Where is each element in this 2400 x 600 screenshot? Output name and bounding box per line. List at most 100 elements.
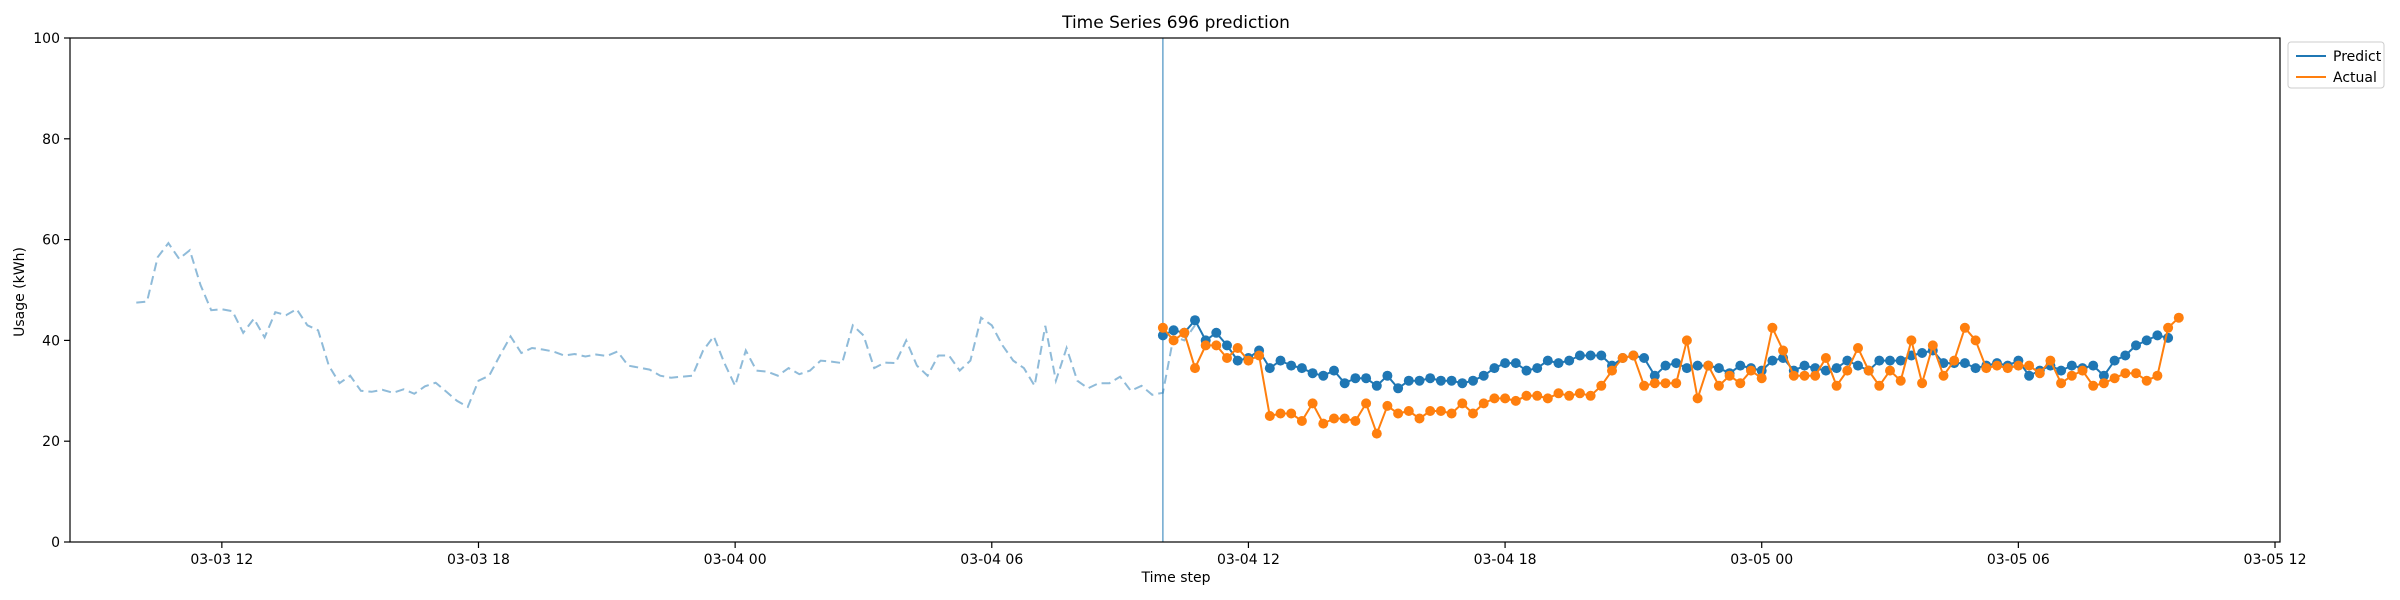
data-point-predict bbox=[1799, 360, 1810, 371]
data-point-predict bbox=[1831, 363, 1842, 374]
data-point-actual bbox=[1756, 373, 1767, 384]
data-point-actual bbox=[1692, 393, 1703, 404]
data-point-predict bbox=[1639, 353, 1650, 363]
data-point-actual bbox=[1446, 408, 1457, 419]
data-point-actual bbox=[1853, 343, 1863, 353]
data-point-actual bbox=[1168, 335, 1179, 346]
data-point-predict bbox=[1692, 360, 1703, 371]
data-point-actual bbox=[1425, 406, 1436, 416]
data-point-actual bbox=[1981, 363, 1992, 374]
data-point-actual bbox=[1222, 353, 1232, 363]
data-point-actual bbox=[1286, 408, 1297, 419]
data-point-actual bbox=[2098, 378, 2109, 389]
data-point-actual bbox=[1649, 378, 1660, 389]
data-point-predict bbox=[1393, 383, 1404, 394]
data-point-actual bbox=[1992, 360, 2002, 371]
data-point-predict bbox=[1414, 375, 1425, 386]
y-tick-label: 20 bbox=[42, 434, 60, 450]
data-point-predict bbox=[2066, 360, 2077, 371]
legend: Predict Actual bbox=[2287, 41, 2385, 89]
data-point-predict bbox=[1917, 348, 1928, 358]
y-tick-label: 40 bbox=[42, 333, 60, 349]
data-point-actual bbox=[1371, 428, 1382, 439]
data-point-predict bbox=[1671, 358, 1682, 369]
data-point-actual bbox=[1542, 393, 1553, 404]
data-point-actual bbox=[1778, 345, 1789, 356]
data-point-predict bbox=[2024, 370, 2035, 381]
data-point-predict bbox=[2141, 335, 2152, 346]
data-point-actual bbox=[1157, 322, 1168, 333]
data-point-actual bbox=[1885, 365, 1895, 376]
data-point-actual bbox=[1254, 350, 1265, 361]
data-point-predict bbox=[1767, 355, 1778, 366]
data-point-actual bbox=[1382, 400, 1393, 411]
data-point-actual bbox=[1842, 365, 1853, 376]
data-point-actual bbox=[1863, 365, 1874, 376]
y-tick-label: 80 bbox=[42, 132, 60, 148]
data-point-predict bbox=[1382, 370, 1393, 381]
x-axis: 03-03 12 03-03 18 03-04 00 03-04 06 03-04 12… bbox=[190, 542, 2306, 568]
data-point-actual bbox=[2034, 368, 2045, 379]
data-point-actual bbox=[1468, 408, 1478, 419]
data-point-actual bbox=[1200, 340, 1211, 351]
data-point-predict bbox=[1222, 340, 1232, 351]
data-point-actual bbox=[1767, 322, 1778, 333]
data-point-actual bbox=[1510, 395, 1521, 406]
data-point-predict bbox=[1468, 375, 1478, 386]
data-point-actual bbox=[1414, 413, 1425, 424]
data-point-predict bbox=[1853, 360, 1863, 371]
x-tick-label: 03-04 06 bbox=[960, 552, 1023, 568]
data-point-actual bbox=[2163, 322, 2174, 333]
data-point-actual bbox=[1703, 360, 1714, 371]
data-point-actual bbox=[1874, 380, 1885, 391]
data-point-actual bbox=[1660, 378, 1671, 389]
data-point-predict bbox=[1403, 375, 1414, 386]
data-point-predict bbox=[1457, 378, 1468, 389]
data-point-actual bbox=[1574, 388, 1585, 399]
data-point-predict bbox=[1264, 363, 1275, 374]
data-point-predict bbox=[1232, 355, 1243, 366]
data-point-actual bbox=[2077, 365, 2088, 376]
x-tick-label: 03-04 00 bbox=[704, 552, 767, 568]
data-point-actual bbox=[1906, 335, 1917, 346]
data-point-predict bbox=[1542, 355, 1553, 366]
data-point-actual bbox=[1639, 380, 1650, 391]
data-point-actual bbox=[2131, 368, 2141, 379]
data-point-predict bbox=[1318, 370, 1329, 381]
data-point-predict bbox=[1596, 350, 1607, 361]
data-point-actual bbox=[1671, 378, 1682, 389]
data-point-actual bbox=[1264, 411, 1275, 421]
data-point-predict bbox=[2088, 360, 2099, 371]
history-line bbox=[136, 241, 1196, 409]
y-tick-label: 60 bbox=[42, 233, 60, 249]
data-point-actual bbox=[1959, 322, 1970, 333]
data-point-actual bbox=[2066, 370, 2077, 381]
data-point-predict bbox=[1521, 365, 1532, 376]
data-point-actual bbox=[2013, 360, 2024, 371]
data-point-actual bbox=[2152, 370, 2163, 381]
data-point-predict bbox=[2056, 365, 2067, 376]
data-point-actual bbox=[1820, 353, 1831, 363]
data-point-actual bbox=[1521, 390, 1532, 401]
data-point-predict bbox=[1350, 373, 1361, 384]
x-tick-label: 03-03 12 bbox=[190, 552, 253, 568]
data-point-predict bbox=[1564, 355, 1575, 366]
data-point-predict bbox=[1660, 360, 1671, 371]
data-point-actual bbox=[1917, 378, 1928, 389]
data-point-actual bbox=[1232, 343, 1243, 353]
data-point-actual bbox=[1927, 340, 1938, 351]
data-point-actual bbox=[1457, 398, 1468, 409]
data-point-actual bbox=[2173, 312, 2184, 323]
data-point-predict bbox=[1339, 378, 1350, 389]
data-point-predict bbox=[1649, 370, 1660, 381]
data-point-predict bbox=[1959, 358, 1970, 369]
data-point-actual bbox=[1810, 370, 1821, 381]
data-point-actual bbox=[1307, 398, 1318, 409]
data-point-actual bbox=[1564, 390, 1575, 401]
data-point-actual bbox=[1435, 406, 1446, 416]
data-point-predict bbox=[1713, 363, 1724, 374]
data-point-actual bbox=[1949, 355, 1960, 366]
data-point-predict bbox=[1371, 380, 1382, 391]
data-point-predict bbox=[2120, 350, 2131, 361]
